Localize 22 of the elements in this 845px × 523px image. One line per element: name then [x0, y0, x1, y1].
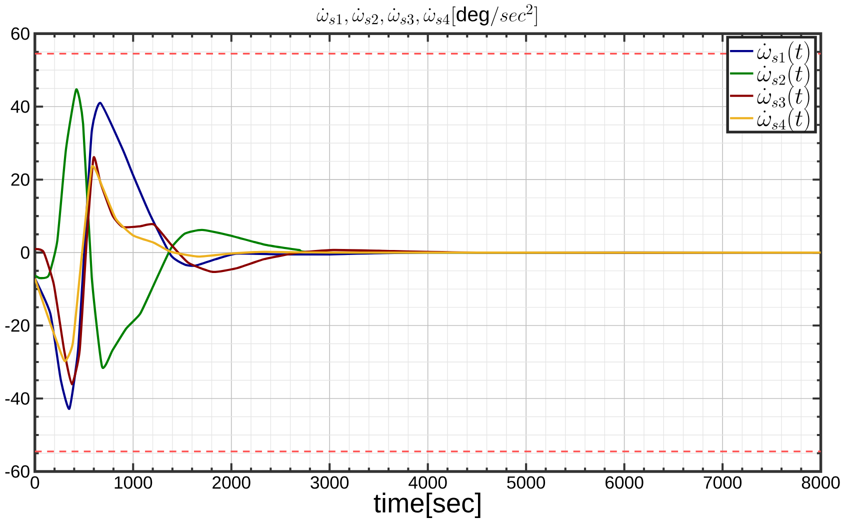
x-tick-label: 2000 — [212, 476, 250, 490]
chart-title: $\dot{\omega}_{s1},\dot{\omega}_{s2},\dot{\omega}_{s3},\dot{\omega}_{s4}[\mathrm{deg}/sec^{2}]$ — [316, 4, 537, 26]
legend-label: $\dot{\omega}_{s1}(t)$ — [757, 42, 810, 65]
y-tick-label: 40 — [10, 100, 30, 114]
x-tick-label: 3000 — [310, 476, 349, 490]
legend-label: $\dot{\omega}_{s4}(t)$ — [757, 108, 810, 132]
legend-label: $\dot{\omega}_{s2}(t)$ — [757, 64, 810, 88]
y-tick-label: 0 — [20, 246, 30, 260]
y-tick-label: 20 — [11, 174, 30, 186]
x-tick-label: 1000 — [114, 476, 152, 490]
x-tick-label: 8000 — [802, 476, 840, 490]
x-tick-label: 0 — [30, 476, 40, 490]
x-tick-label: 7000 — [704, 476, 742, 490]
y-tick-label: -40 — [5, 392, 30, 405]
y-tick-label: -20 — [5, 319, 30, 332]
x-tick-label: 6000 — [606, 476, 644, 490]
y-tick-label: 60 — [11, 28, 30, 40]
x-tick-label: 4000 — [408, 476, 447, 490]
legend-label: $\dot{\omega}_{s3}(t)$ — [757, 86, 810, 110]
y-tick-label: -60 — [5, 465, 30, 478]
x-tick-label: 5000 — [507, 476, 546, 490]
x-axis-title: time[sec] — [374, 492, 480, 518]
